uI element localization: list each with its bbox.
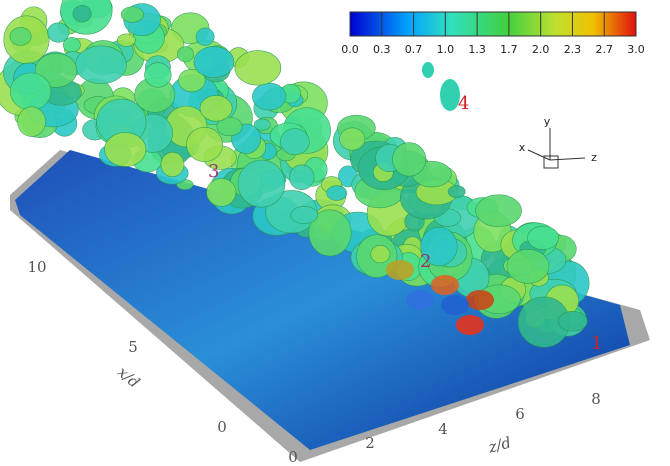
vortex-blob xyxy=(440,79,460,111)
triad-x-axis xyxy=(527,149,551,161)
colorbar-ticks: 0.0 0.3 0.7 1.0 1.3 1.7 2.0 2.3 2.7 3.0 xyxy=(341,12,645,56)
vortex-blob xyxy=(527,225,559,250)
vortex-blob xyxy=(144,62,172,88)
x-tick: 5 xyxy=(128,338,138,356)
vortex-blob xyxy=(160,151,185,178)
vortex-blob xyxy=(47,22,70,43)
triad xyxy=(527,128,586,169)
vortex-blob xyxy=(386,260,414,280)
z-tick: 4 xyxy=(438,420,448,438)
vortex-blob xyxy=(290,206,319,224)
vortex-blob xyxy=(289,164,315,190)
vortex-blob xyxy=(234,50,282,86)
vortex-blob xyxy=(280,128,310,156)
vortex-blob xyxy=(206,178,237,207)
vortex-blob xyxy=(9,27,32,46)
colorbar-tick: 2.3 xyxy=(564,43,582,56)
vortex-blob xyxy=(193,46,235,78)
colorbar-tick: 0.0 xyxy=(341,43,359,56)
vortex-blob xyxy=(117,33,136,47)
annotation: 1 xyxy=(591,333,602,354)
vortex-structures xyxy=(0,0,590,348)
vortex-blob xyxy=(237,159,286,208)
vortex-blob xyxy=(177,46,194,63)
vortex-blob xyxy=(104,132,147,167)
vortex-blob xyxy=(75,45,127,84)
vortex-blob xyxy=(557,311,588,332)
vortex-blob xyxy=(475,194,522,227)
triad-z-axis xyxy=(549,157,586,161)
vortex-blob xyxy=(447,185,466,199)
triad-y: y xyxy=(544,115,551,128)
vortex-blob xyxy=(326,185,348,201)
z-tick: 2 xyxy=(365,434,375,452)
vortex-blob xyxy=(199,95,233,122)
vortex-blob xyxy=(186,127,223,162)
vortex-blob xyxy=(252,82,287,111)
vortex-blob xyxy=(195,27,215,46)
x-label: x/d xyxy=(114,363,143,392)
vortex-blob xyxy=(216,116,243,137)
vortex-blob xyxy=(339,127,366,151)
vortex-blob xyxy=(506,249,550,284)
vortex-blob xyxy=(392,142,427,177)
z-tick: 8 xyxy=(591,390,601,408)
triad-x: x xyxy=(519,141,526,154)
colorbar-tick: 1.0 xyxy=(437,43,455,56)
triad-z: z xyxy=(591,151,597,164)
z-tick: 6 xyxy=(515,405,525,423)
vortex-blob xyxy=(370,244,391,264)
annotation: 4 xyxy=(458,93,469,114)
annotation: 2 xyxy=(420,251,431,272)
colorbar xyxy=(349,11,637,37)
colorbar-tick: 2.0 xyxy=(532,43,550,56)
vortex-blob xyxy=(120,6,144,23)
vortex-blob xyxy=(441,295,469,315)
colorbar-tick: 1.3 xyxy=(468,43,486,56)
plate xyxy=(15,150,630,450)
triad-box xyxy=(543,155,559,169)
vortex-blob xyxy=(422,62,434,78)
colorbar-tick: 1.7 xyxy=(500,43,518,56)
vortex-blob xyxy=(456,315,484,335)
vortex-blob xyxy=(17,106,46,137)
vortex-blob xyxy=(253,118,271,131)
colorbar-tick: 0.3 xyxy=(373,43,391,56)
x-tick: 0 xyxy=(217,418,227,436)
vortex-blob xyxy=(420,226,458,267)
colorbar-tick: 0.7 xyxy=(405,43,423,56)
colorbar-tick: 3.0 xyxy=(627,43,645,56)
colorbar-tick: 2.7 xyxy=(595,43,613,56)
vortex-blob xyxy=(10,72,52,111)
vortex-blob xyxy=(178,68,206,93)
z-label: z/d xyxy=(486,433,513,456)
vortex-blob xyxy=(406,290,434,310)
vortex-blob xyxy=(72,5,92,23)
z-tick: 0 xyxy=(288,448,298,466)
annotation: 3 xyxy=(208,161,219,182)
x-tick: 10 xyxy=(27,258,46,276)
vortex-blob xyxy=(431,275,459,295)
vortex-blob xyxy=(466,290,494,310)
vortex-blob xyxy=(308,209,352,257)
